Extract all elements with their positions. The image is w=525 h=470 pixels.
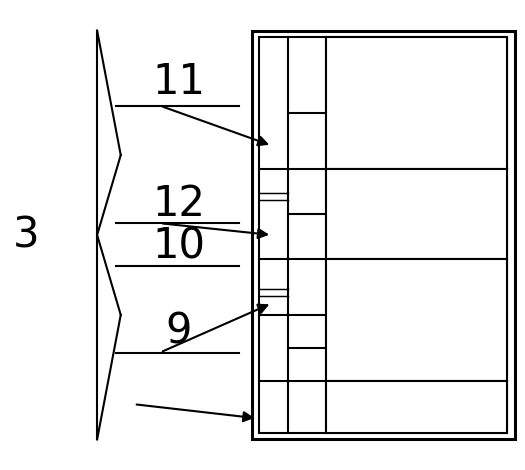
- Text: 11: 11: [152, 61, 205, 103]
- Text: 3: 3: [13, 214, 39, 256]
- Bar: [259, 37, 507, 433]
- Bar: [326, 37, 507, 169]
- Text: 12: 12: [152, 183, 205, 226]
- Text: 9: 9: [165, 310, 192, 352]
- Bar: [326, 381, 507, 433]
- Bar: [326, 169, 507, 258]
- Bar: [252, 31, 514, 439]
- Text: 10: 10: [152, 226, 205, 268]
- Bar: [326, 258, 507, 381]
